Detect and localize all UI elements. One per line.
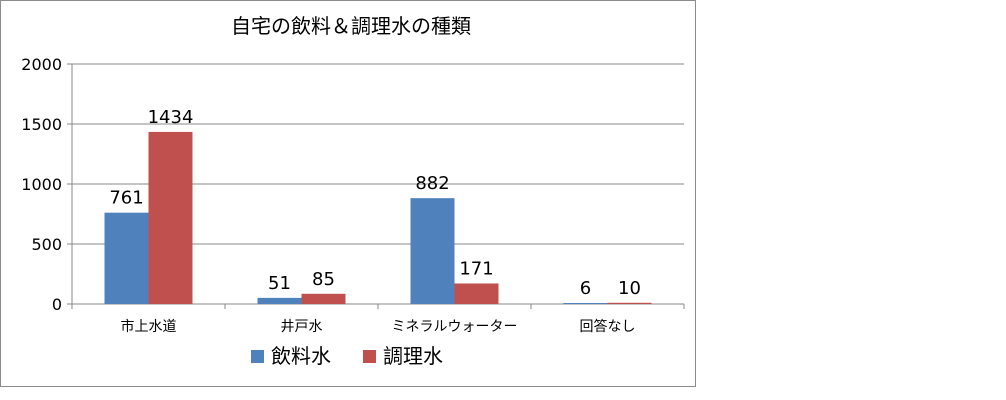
y-tick-label: 500 [31, 235, 62, 254]
data-label: 85 [312, 269, 335, 290]
data-label: 1434 [148, 107, 194, 128]
bar [410, 198, 455, 304]
bar [257, 297, 302, 304]
data-label: 761 [109, 188, 143, 209]
bar [563, 303, 608, 304]
bar [454, 283, 499, 304]
bar [148, 131, 193, 304]
data-label: 171 [459, 258, 493, 279]
data-label: 51 [268, 273, 291, 294]
x-category-label: 市上水道 [121, 318, 177, 335]
y-tick-label: 1500 [21, 115, 62, 134]
bar [607, 302, 652, 304]
chart-frame: 自宅の飲料＆調理水の種類 0 500 1000 1500 2000 市上水道 井戸水 ミネラル… [0, 0, 696, 387]
bars [104, 131, 652, 304]
x-category-label: 回答なし [580, 318, 636, 335]
legend-swatch [251, 350, 264, 363]
data-labels: 761 1434 51 85 882 171 6 10 [109, 107, 641, 299]
axes: 0 500 1000 1500 2000 市上水道 井戸水 ミネラルウォーター 回答なし [21, 55, 685, 335]
x-category-label: ミネラルウォーター [392, 319, 518, 335]
legend: 飲料水 調理水 [251, 344, 443, 368]
bar-chart: 自宅の飲料＆調理水の種類 0 500 1000 1500 2000 市上水道 井戸水 ミネラル… [21, 14, 685, 368]
legend-swatch [363, 350, 376, 363]
chart-title: 自宅の飲料＆調理水の種類 [231, 14, 471, 38]
legend-label: 飲料水 [271, 344, 331, 368]
y-tick-label: 2000 [21, 55, 62, 74]
x-category-label: 井戸水 [281, 319, 323, 335]
y-tick-label: 0 [52, 295, 62, 314]
bar [301, 293, 346, 304]
data-label: 6 [580, 278, 591, 299]
data-label: 10 [618, 278, 641, 299]
bar [104, 212, 149, 304]
data-label: 882 [415, 173, 449, 194]
y-tick-label: 1000 [21, 175, 62, 194]
legend-label: 調理水 [383, 344, 443, 368]
